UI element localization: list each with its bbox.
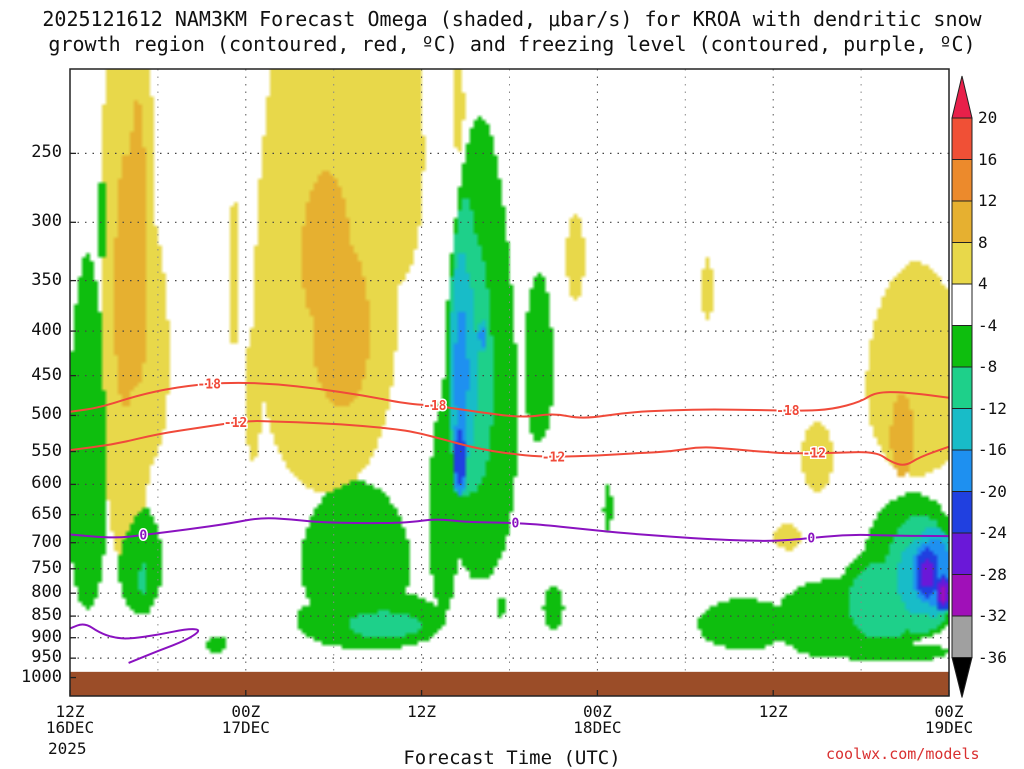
colorbar-label: -16 [978,440,1007,459]
colorbar-segment [951,117,973,160]
x-tick-label-group: 00Z 18DEC [552,704,642,736]
x-tick-label-group: 00Z 19DEC [904,704,994,736]
x-tick-label-group: 12Z [728,704,818,720]
colorbar-label: -36 [978,647,1007,667]
contour-label--12C: -12 [542,450,565,465]
y-tick-label-400: 400 [31,320,62,341]
y-tick-label-650: 650 [31,503,62,524]
chart-title-line-2: growth region (contoured, red, ºC) and f… [48,32,976,56]
x-tick-label-group: 00Z 17DEC [201,704,291,736]
y-tick-label-1000: 1000 [21,666,62,687]
x-tick-sublabel: 19DEC [924,718,974,737]
x-tick-label: 00Z [582,702,612,721]
y-tick-label-950: 950 [31,647,62,668]
contour-label--18C: -18 [423,399,447,414]
contour-label-0C: 0 [139,529,147,544]
y-tick-label-450: 450 [31,364,62,385]
y-tick-label-750: 750 [31,557,62,578]
axis-ticks [69,152,950,696]
y-tick-label-700: 700 [31,531,62,552]
colorbar-segment [951,408,973,451]
x-tick-sublabel: 17DEC [221,718,270,737]
x-tick-label-group: 12Z [377,704,467,720]
colorbar-segment [951,200,973,243]
ground-layer [70,671,949,696]
contour-label-0C: 0 [807,532,815,547]
colorbar-label: -8 [978,357,998,376]
contour--12C [70,420,949,466]
colorbar-segment [951,366,973,409]
contour-label-0C: 0 [511,517,519,532]
colorbar-segment [951,532,973,575]
plot-frame [69,68,950,697]
colorbar-label: -28 [978,564,1007,584]
x-tick-label: 12Z [55,702,85,721]
colorbar-segment [951,325,973,368]
colorbar-label: 4 [978,274,988,293]
colorbar-label: 16 [978,149,998,169]
x-tick-sublabel: 16DEC [45,718,95,737]
contour-label--12C: -12 [224,416,247,431]
colorbar-segment [951,615,973,658]
x-tick-label: 00Z [934,702,964,721]
y-tick-label-900: 900 [31,626,62,647]
y-tick-label-800: 800 [31,582,62,603]
x-tick-label: 12Z [407,702,437,721]
colorbar-label: -12 [978,398,1007,418]
contour-0C [70,517,949,542]
colorbar-segment [951,242,973,285]
x-tick-label: 00Z [231,702,261,721]
y-tick-label-250: 250 [31,142,62,163]
x-tick-sublabel: 18DEC [573,718,622,737]
x-tick-label-group: 12Z 16DEC [25,704,115,736]
x-axis-year-label: 2025 [48,739,87,758]
colorbar-segment [951,449,973,492]
colorbar-label: -20 [978,481,1007,501]
contour-label--18C: -18 [776,404,800,419]
y-tick-label-350: 350 [31,269,62,290]
colorbar-label: 8 [978,232,988,252]
colorbar-label: -24 [978,523,1007,542]
colorbar-top-arrow [951,75,973,119]
y-tick-label-300: 300 [31,211,62,232]
colorbar-label: 20 [978,108,998,127]
contour-label--18C: -18 [197,377,221,392]
x-tick-label: 12Z [758,702,788,721]
y-tick-label-500: 500 [31,404,62,425]
y-tick-label-550: 550 [31,440,62,461]
chart-title-line-1: 2025121612 NAM3KM Forecast Omega (shaded… [42,7,982,31]
colorbar-label: -32 [978,606,1007,625]
contour-0C-low [70,623,200,664]
colorbar-label: 12 [978,191,998,210]
colorbar-segment [951,159,973,202]
contour--18C [70,381,949,419]
colorbar-segment [951,491,973,534]
ground-surface [70,671,949,696]
colorbar [951,75,973,698]
colorbar-label: -4 [978,315,998,335]
contour-lines: -18 -18 -18 -12 -12 -12 0 0 0 [70,376,949,664]
colorbar-segment [951,574,973,617]
colorbar-segment [951,283,973,326]
x-axis-title: Forecast Time (UTC) [403,747,621,769]
y-tick-label-600: 600 [31,473,62,494]
colorbar-bottom-arrow [951,657,973,698]
contour-label--12C: -12 [802,447,825,462]
credit-text[interactable]: coolwx.com/models [826,745,980,763]
y-tick-label-850: 850 [31,605,62,626]
